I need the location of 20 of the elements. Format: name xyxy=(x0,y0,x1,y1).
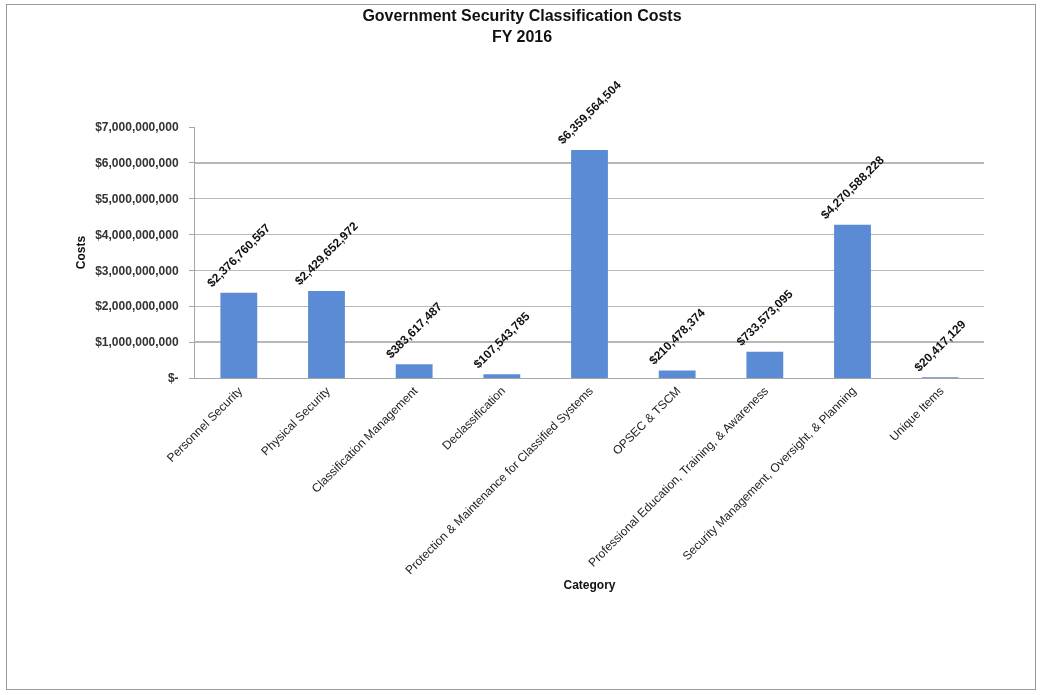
bar xyxy=(308,290,345,378)
y-tick-label: $4,000,000,000 xyxy=(95,227,179,242)
bar xyxy=(483,374,521,378)
chart-subtitle: FY 2016 xyxy=(491,27,553,45)
chart-title: Government Security Classification Costs xyxy=(362,6,682,24)
y-tick-label: $7,000,000,000 xyxy=(95,120,179,135)
bar xyxy=(834,224,871,378)
bar xyxy=(395,364,433,378)
bar xyxy=(571,149,608,378)
bar xyxy=(658,370,696,378)
y-tick-label: $6,000,000,000 xyxy=(95,156,179,171)
bar xyxy=(746,351,784,378)
y-axis-title: Costs xyxy=(74,235,89,270)
y-tick-label: $1,000,000,000 xyxy=(95,335,179,350)
y-tick-label: $- xyxy=(167,371,179,386)
x-axis-title: Category xyxy=(563,578,616,593)
y-tick-label: $5,000,000,000 xyxy=(95,191,179,206)
bar xyxy=(220,292,258,378)
y-tick-label: $2,000,000,000 xyxy=(95,299,179,314)
y-tick-label: $3,000,000,000 xyxy=(95,263,179,278)
